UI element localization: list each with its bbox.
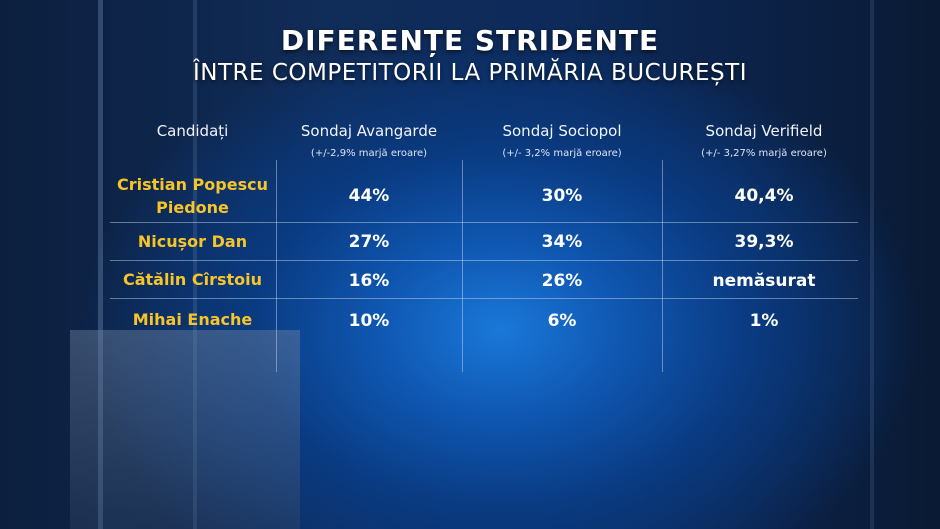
header-label: Sondaj Avangarde <box>300 122 438 140</box>
column-divider <box>662 160 663 372</box>
poll-value: 34% <box>541 232 583 252</box>
background-ballot-box <box>70 330 300 529</box>
candidate-name-line: Cristian Popescu <box>117 175 268 194</box>
header-label: Candidați <box>156 122 229 140</box>
candidate-name-line: Piedone <box>156 198 229 217</box>
poll-value: 30% <box>541 186 583 206</box>
poll-value: 40,4% <box>734 186 794 206</box>
header-candidates: Candidați <box>110 122 275 140</box>
poll-value: 26% <box>541 271 583 291</box>
header-note: (+/-2,9% marjă eroare) <box>310 148 428 159</box>
header-label: Sondaj Sociopol <box>502 122 622 140</box>
poll-value: nemăsurat <box>712 271 816 291</box>
candidate-name: Nicușor Dan <box>137 232 248 251</box>
poll-value: 39,3% <box>734 232 794 252</box>
page-subtitle: ÎNTRE COMPETITORII LA PRIMĂRIA BUCUREȘTI <box>193 60 747 86</box>
header-note: (+/- 3,2% marjă eroare) <box>502 148 622 159</box>
page-title: DIFERENȚE STRIDENTE <box>280 24 660 57</box>
header-sociopol: Sondaj Sociopol (+/- 3,2% marjă eroare) <box>464 122 660 159</box>
candidate-name: Cătălin Cîrstoiu <box>122 270 263 289</box>
row-divider <box>110 298 858 299</box>
header-note: (+/- 3,27% marjă eroare) <box>701 148 827 159</box>
poll-value: 16% <box>348 271 390 291</box>
header-label: Sondaj Verifield <box>705 122 823 140</box>
column-divider <box>462 160 463 372</box>
poll-value: 1% <box>749 311 779 331</box>
candidate-name: Cristian Popescu Piedone <box>110 173 275 219</box>
row-divider <box>110 260 858 261</box>
poll-value: 27% <box>348 232 390 252</box>
header-verifield: Sondaj Verifield (+/- 3,27% marjă eroare… <box>664 122 864 159</box>
row-divider <box>110 222 858 223</box>
candidate-name: Mihai Enache <box>132 310 253 329</box>
header-avangarde: Sondaj Avangarde (+/-2,9% marjă eroare) <box>278 122 460 159</box>
poll-value: 10% <box>348 311 390 331</box>
poll-value: 6% <box>547 311 577 331</box>
poll-value: 44% <box>348 186 390 206</box>
column-divider <box>276 160 277 372</box>
